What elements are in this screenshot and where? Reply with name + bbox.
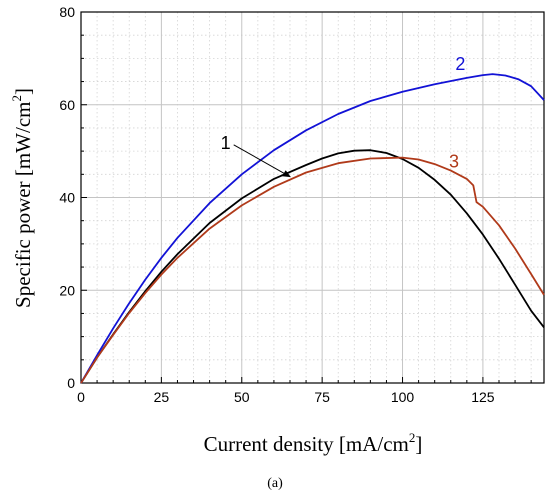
y-tick-label: 0 xyxy=(67,375,75,391)
x-tick-label: 75 xyxy=(314,389,330,405)
curve-label-1: 1 xyxy=(221,133,231,153)
series-line-3 xyxy=(80,156,545,384)
figure-caption: (a) xyxy=(267,476,283,491)
curve-label-3: 3 xyxy=(449,151,459,171)
x-tick-label: 125 xyxy=(471,389,495,405)
x-tick-label: 0 xyxy=(77,389,85,405)
curve-label-2: 2 xyxy=(455,54,465,74)
x-axis-title: Current density [mA/cm2] xyxy=(204,430,423,456)
series-line-1 xyxy=(80,149,545,384)
series-lines xyxy=(80,73,545,384)
y-tick-label: 80 xyxy=(59,4,75,20)
series-line-2 xyxy=(80,73,545,384)
grid xyxy=(81,12,544,383)
x-tick-label: 100 xyxy=(391,389,415,405)
axes: 0 25 50 75 100 125 0 20 40 60 80 xyxy=(59,4,545,405)
curve-label-arrow xyxy=(233,144,291,178)
x-tick-label: 50 xyxy=(234,389,250,405)
curve-labels: 1 2 3 xyxy=(221,54,465,178)
y-tick-label: 40 xyxy=(59,190,75,206)
y-axis-title: Specific power [mW/cm2] xyxy=(9,88,35,308)
y-tick-label: 60 xyxy=(59,97,75,113)
y-tick-label: 20 xyxy=(59,282,75,298)
x-tick-label: 25 xyxy=(154,389,170,405)
